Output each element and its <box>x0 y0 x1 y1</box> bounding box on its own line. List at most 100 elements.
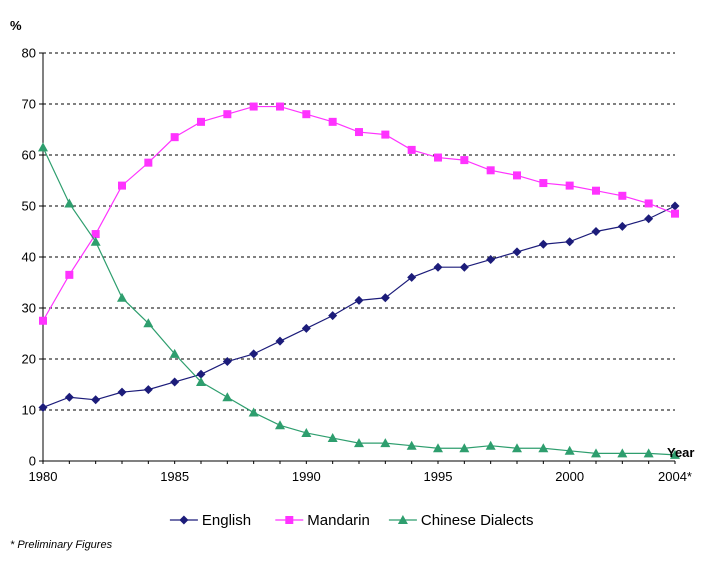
data-point <box>223 110 232 119</box>
data-point <box>302 110 311 119</box>
data-point <box>143 318 154 328</box>
y-tick-label: 0 <box>29 454 36 469</box>
data-point <box>460 156 469 165</box>
data-point <box>196 369 206 379</box>
data-point <box>65 270 74 279</box>
data-point <box>565 181 574 190</box>
data-point <box>433 262 443 272</box>
y-tick-label: 80 <box>22 46 36 61</box>
data-point <box>355 128 363 137</box>
data-point <box>276 102 284 111</box>
data-point <box>485 440 496 450</box>
legend-marker <box>397 515 408 524</box>
y-tick-label: 20 <box>22 352 36 367</box>
data-point <box>222 357 232 367</box>
legend-label: Mandarin <box>307 512 370 529</box>
data-point <box>644 214 654 224</box>
x-tick-label: 2004* <box>658 469 692 484</box>
legend-label: Chinese Dialects <box>421 512 534 529</box>
data-point <box>64 392 74 402</box>
data-point <box>591 227 601 236</box>
footnote: * Preliminary Figures <box>10 539 113 551</box>
data-point <box>249 102 258 111</box>
legend-item-mandarin: Mandarin <box>275 512 370 529</box>
series-english <box>38 201 680 412</box>
data-point <box>538 239 548 249</box>
data-point <box>170 377 180 387</box>
data-point <box>222 392 233 402</box>
legend-label: English <box>202 512 251 529</box>
data-point <box>617 221 627 231</box>
series-group <box>38 102 680 459</box>
data-point <box>117 387 127 397</box>
data-point <box>513 171 521 180</box>
y-tick-label: 60 <box>22 148 36 163</box>
data-point <box>301 323 311 333</box>
y-tick-label: 30 <box>22 301 36 316</box>
data-point <box>39 316 47 325</box>
data-point <box>564 445 575 455</box>
legend-item-english: English <box>169 512 251 529</box>
y-tick-label: 40 <box>22 250 36 265</box>
data-point <box>118 181 126 190</box>
data-point <box>90 236 101 246</box>
data-point <box>486 255 496 265</box>
data-point <box>380 293 390 303</box>
data-point <box>486 166 495 175</box>
data-point <box>275 420 285 430</box>
data-point <box>459 262 469 272</box>
x-axis-title: Year <box>667 445 694 460</box>
x-tick-label: 1990 <box>292 469 321 484</box>
x-tick-label: 1980 <box>29 469 58 484</box>
data-point <box>407 272 417 282</box>
legend: English Mandarin Chinese Dialects <box>169 512 534 529</box>
series-mandarin <box>39 102 679 325</box>
data-point <box>670 449 680 459</box>
y-tick-label: 10 <box>22 403 36 418</box>
data-point <box>91 230 100 239</box>
data-point <box>354 438 364 448</box>
data-point <box>643 448 654 458</box>
data-point <box>91 395 101 405</box>
data-point <box>64 198 75 208</box>
data-point <box>381 130 390 139</box>
x-tick-label: 1985 <box>160 469 189 484</box>
data-point <box>144 158 153 167</box>
data-point <box>512 247 522 257</box>
series-line <box>42 105 676 322</box>
x-tick-label: 1995 <box>424 469 453 484</box>
legend-marker <box>179 515 189 525</box>
data-point <box>117 292 127 302</box>
data-point <box>406 440 417 450</box>
x-tick-label: 2000 <box>555 469 584 484</box>
data-point <box>170 133 179 142</box>
data-point <box>248 407 259 417</box>
data-point <box>301 427 312 437</box>
data-point <box>459 443 470 453</box>
data-point <box>38 402 48 412</box>
series-line <box>42 205 676 409</box>
data-point <box>538 443 549 453</box>
data-point <box>592 186 600 195</box>
data-point <box>327 433 338 443</box>
data-point <box>380 438 391 448</box>
data-point <box>671 209 679 218</box>
data-point <box>249 349 259 359</box>
data-point <box>328 311 338 321</box>
data-point <box>407 145 416 154</box>
y-axis-unit-label: % <box>10 18 22 33</box>
data-point <box>354 295 364 305</box>
data-point <box>143 385 153 395</box>
data-point <box>328 117 337 126</box>
data-point <box>644 199 653 208</box>
legend-marker <box>285 516 294 524</box>
series-chinese-dialects <box>38 142 680 459</box>
data-point <box>275 336 285 346</box>
data-point <box>617 448 628 458</box>
axes: 0 10 20 30 40 50 60 70 80 1980 1985 1990 1995 2000 200… <box>22 46 692 485</box>
data-point <box>434 153 442 162</box>
data-point <box>38 142 48 152</box>
data-point <box>433 443 443 453</box>
data-point <box>618 191 627 200</box>
